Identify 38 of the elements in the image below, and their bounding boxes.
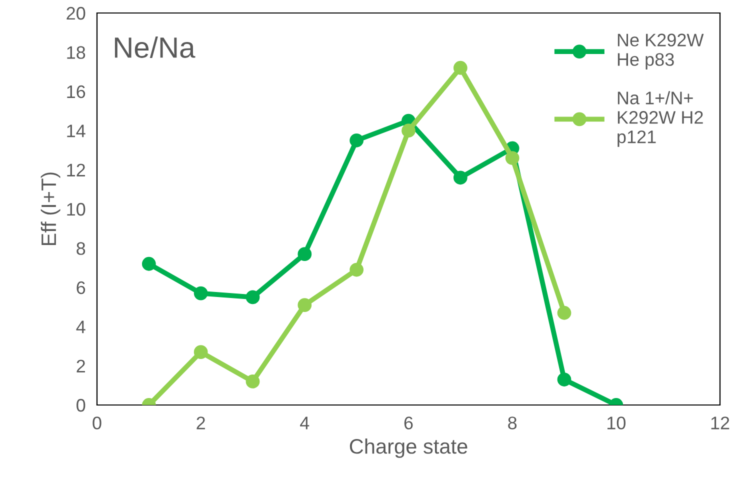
y-tick-label: 12	[67, 164, 85, 176]
y-tick-label: 6	[76, 281, 86, 294]
point	[298, 247, 312, 262]
x-tick-label: 10	[608, 416, 626, 430]
point	[453, 170, 468, 185]
y-tick-label: 2	[76, 360, 85, 372]
point	[142, 256, 156, 271]
x-tick-label: 4	[300, 416, 310, 430]
y-tick-label: 14	[67, 124, 86, 138]
legend-label: Ne K292W He p83	[618, 34, 704, 70]
x-tick-label: 6	[404, 416, 413, 430]
point	[402, 124, 416, 138]
y-tick-label: 10	[67, 202, 86, 216]
y-tick-label: 8	[76, 242, 86, 255]
x-tick-label: 0	[92, 416, 102, 430]
x-tick-label: 2	[196, 416, 205, 430]
legend-label: Na 1+/N+ K292W H2 p121	[618, 91, 703, 147]
y-tick-label: 18	[67, 46, 86, 59]
y-tick-label: 4	[76, 320, 86, 334]
y-axis-title: Eff (I+T)	[40, 172, 60, 246]
point	[298, 298, 312, 312]
y-tick-label: 20	[66, 6, 86, 20]
text: Ne/Na	[114, 36, 196, 58]
x-tick-label: 8	[508, 416, 517, 430]
point	[505, 151, 520, 165]
point	[350, 133, 364, 148]
x-tick-label: 12	[711, 416, 730, 430]
y-tick-label: 16	[67, 85, 86, 98]
x-axis-title: Charge state	[350, 438, 468, 458]
point	[246, 290, 260, 304]
point	[557, 306, 572, 320]
point	[246, 374, 260, 388]
point	[557, 372, 572, 386]
point	[453, 60, 468, 75]
point	[194, 286, 208, 300]
y-tick-label: 0	[76, 398, 86, 412]
point	[350, 262, 364, 277]
point	[194, 345, 208, 360]
